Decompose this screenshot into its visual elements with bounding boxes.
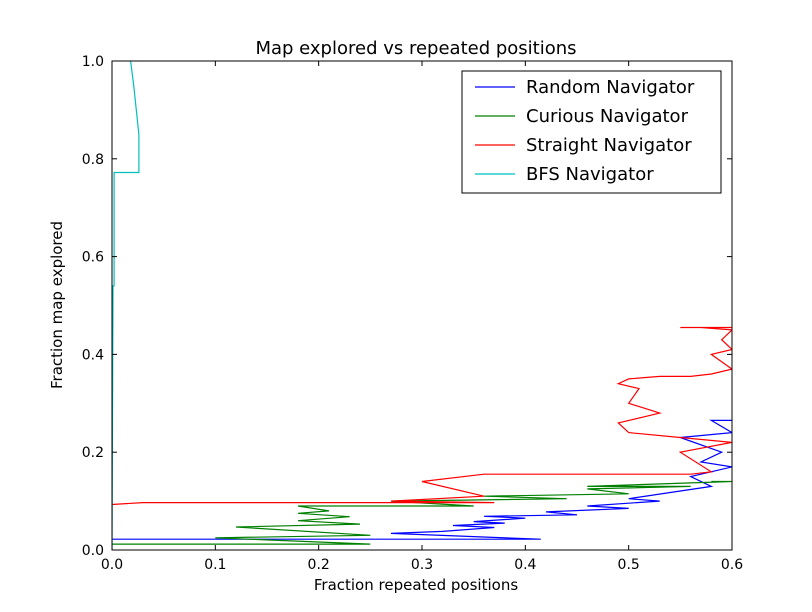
series-line-0 — [112, 419, 732, 540]
legend-label-1: Curious Navigator — [526, 106, 689, 127]
x-axis-label: Fraction repeated positions — [314, 576, 518, 594]
y-axis-label: Fraction map explored — [48, 221, 66, 389]
ticks-layer: 0.0 0.1 0.2 0.3 0.4 0.5 0.6 0.0 0.2 0.4 0.6 0.8 1.0 — [82, 54, 743, 573]
x-tick-label: 0.6 — [721, 557, 743, 573]
legend: Random Navigator Curious Navigator Straigh… — [461, 70, 722, 194]
y-tick-label: 0.0 — [82, 543, 104, 559]
y-tick-label: 0.8 — [82, 152, 104, 168]
series-line-2 — [112, 326, 732, 506]
x-tick-label: 0.4 — [514, 557, 536, 573]
x-tick-label: 0.5 — [618, 557, 640, 573]
legend-box — [461, 70, 722, 194]
x-tick-label: 0.3 — [411, 557, 433, 573]
x-tick-label: 0.0 — [101, 557, 123, 573]
y-tick-label: 1.0 — [82, 54, 104, 70]
x-tick-label: 0.2 — [308, 557, 330, 573]
y-tick-label: 0.2 — [82, 445, 104, 461]
y-tick-label: 0.4 — [82, 347, 104, 363]
legend-label-3: BFS Navigator — [526, 164, 654, 185]
y-tick-label: 0.6 — [82, 250, 104, 266]
series-layer — [112, 61, 732, 550]
chart-title: Map explored vs repeated positions — [255, 38, 576, 59]
legend-label-0: Random Navigator — [526, 77, 695, 98]
x-tick-label: 0.1 — [204, 557, 226, 573]
series-line-3 — [112, 61, 140, 550]
series-line-1 — [112, 480, 732, 545]
legend-label-2: Straight Navigator — [526, 135, 692, 156]
